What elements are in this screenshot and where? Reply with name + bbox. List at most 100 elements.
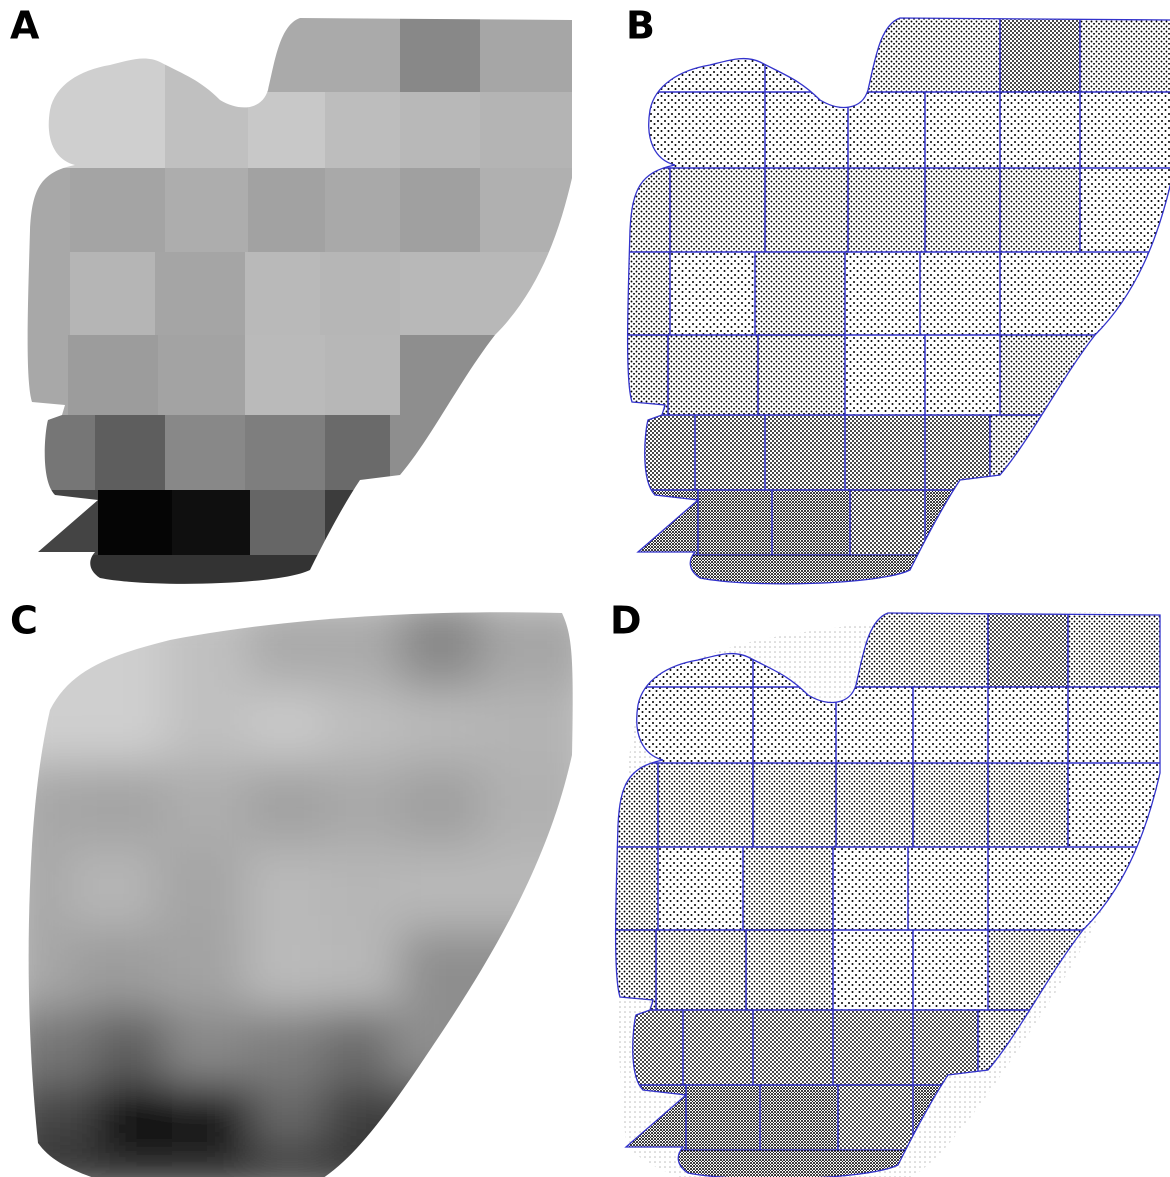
cell (627, 251, 671, 336)
cell (832, 929, 914, 1011)
cell (28, 1010, 95, 1085)
cell (28, 930, 68, 1010)
cell (165, 168, 248, 252)
cell (28, 847, 70, 930)
cell (68, 335, 158, 415)
cell (325, 168, 400, 252)
cell (987, 613, 1069, 688)
cell (764, 167, 849, 253)
cell (759, 1084, 839, 1151)
cell (627, 334, 669, 416)
cell (27, 252, 70, 335)
cell (325, 415, 390, 490)
cell (400, 335, 572, 415)
cell (400, 847, 573, 930)
cell (1079, 167, 1170, 253)
cell (248, 687, 325, 763)
cell (27, 168, 70, 252)
cell (742, 846, 834, 931)
panel-label: B (626, 4, 655, 48)
cell (400, 18, 480, 92)
cell (667, 334, 759, 416)
cell (245, 930, 325, 1010)
cell (999, 91, 1081, 169)
cell (400, 687, 480, 763)
cell (912, 929, 989, 1011)
cell (245, 415, 325, 490)
cell (98, 1085, 172, 1150)
cell (764, 18, 849, 93)
cell (907, 846, 989, 931)
cell (764, 91, 849, 169)
cell (1067, 762, 1160, 848)
cell (400, 763, 480, 847)
cell (697, 489, 773, 556)
cell (245, 335, 325, 415)
cell (754, 251, 846, 336)
cell (987, 762, 1069, 848)
cell (400, 612, 480, 687)
outline (614, 612, 1161, 1177)
cell (250, 1085, 325, 1150)
blurred-map (28, 612, 573, 1177)
cell (70, 168, 165, 252)
blur-layer (28, 612, 573, 1177)
cell (95, 415, 165, 490)
cell (771, 489, 851, 556)
cell (155, 847, 245, 930)
cell (70, 847, 155, 930)
cell (1079, 18, 1170, 93)
cell (694, 414, 766, 491)
cell (98, 490, 172, 555)
cell (165, 612, 248, 687)
cell (832, 846, 909, 931)
cell (480, 92, 572, 168)
cell (655, 929, 747, 1011)
cell (669, 167, 766, 253)
cell (682, 1009, 754, 1086)
cell (1067, 613, 1160, 688)
cell (400, 930, 573, 1010)
map (627, 18, 1170, 584)
cell (669, 251, 756, 336)
cell (752, 1009, 834, 1086)
cell (172, 1085, 250, 1150)
cell (844, 251, 921, 336)
cell (757, 334, 846, 416)
cell (27, 335, 68, 415)
cell (165, 415, 245, 490)
cell (172, 490, 250, 555)
cell (745, 929, 834, 1011)
cell (987, 846, 1160, 931)
cell (245, 252, 320, 335)
cell (245, 1010, 325, 1085)
cell (400, 168, 480, 252)
map (27, 18, 572, 584)
cell (248, 612, 400, 687)
cell (158, 930, 245, 1010)
cell (764, 414, 846, 491)
cell (70, 763, 165, 847)
cell (837, 1084, 914, 1151)
cell (28, 1085, 98, 1150)
cell (924, 489, 1170, 556)
cell (627, 489, 699, 556)
cell (849, 489, 926, 556)
cell (325, 1085, 573, 1150)
cell (27, 92, 165, 168)
cell (627, 18, 766, 93)
cell (685, 1084, 761, 1151)
cell (95, 1010, 165, 1085)
panel-label: C (10, 599, 38, 643)
cell (27, 415, 95, 490)
cell (615, 762, 659, 848)
cell (847, 167, 926, 253)
cell (627, 167, 671, 253)
cell (28, 687, 165, 763)
cell (480, 612, 573, 687)
cell (924, 414, 991, 491)
panel (28, 612, 573, 1177)
outline (626, 17, 1170, 585)
